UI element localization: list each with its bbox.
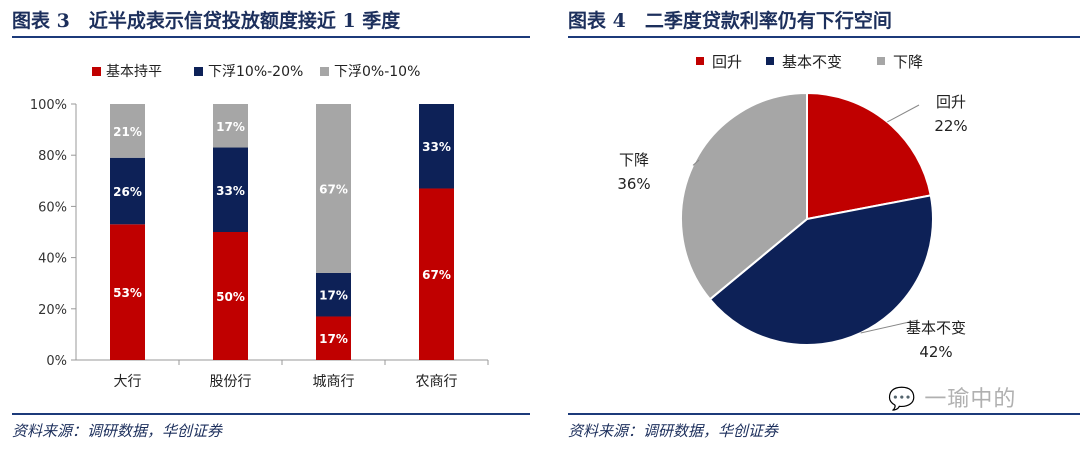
figure-4-source: 资料来源：调研数据，华创证券 (568, 422, 779, 440)
watermark: 💬 一瑜中的 (888, 381, 1016, 413)
slice-name-label: 下降 (619, 151, 649, 169)
slice-name-label: 回升 (936, 93, 966, 111)
title-rule (568, 36, 1080, 38)
x-category-label: 城商行 (313, 374, 355, 390)
slice-value-label: 36% (617, 175, 650, 193)
bar-segment (316, 104, 351, 273)
stacked-bar-chart: 基本持平 下浮10%-20% 下浮0%-10% 0% 20% 40% 60% 80% 100% 5… (30, 63, 489, 390)
pie-slice (708, 194, 934, 346)
figure-3-source: 资料来源：调研数据，华创证券 (12, 422, 223, 440)
bar-data-label: 50% (216, 290, 245, 304)
legend-label: 回升 (712, 53, 742, 71)
bar-segment (316, 316, 351, 360)
legend-swatch (92, 67, 101, 76)
legend-swatch (194, 67, 203, 76)
bar-segment (213, 232, 248, 360)
y-tick-label: 40% (38, 252, 67, 267)
bar-data-label: 33% (216, 184, 245, 198)
y-tick-label: 100% (30, 98, 67, 113)
x-category-label: 大行 (114, 374, 142, 390)
leader-line (860, 319, 919, 334)
bar-segment (316, 272, 351, 317)
bar-data-label: 33% (422, 140, 451, 154)
legend-swatch (320, 67, 329, 76)
y-tick-label: 0% (46, 354, 67, 369)
bar-data-label: 26% (113, 185, 142, 199)
bar-segment (213, 147, 248, 232)
leader-line (692, 159, 700, 166)
bar-data-label: 67% (319, 182, 348, 196)
slice-value-label: 42% (919, 343, 952, 361)
bar-segment (110, 104, 145, 158)
slice-name-label: 基本不变 (906, 319, 966, 337)
bar-data-label: 67% (422, 268, 451, 282)
legend-label: 基本持平 (106, 63, 162, 80)
bar-segment (110, 224, 145, 360)
source-rule (568, 413, 1080, 415)
legend-label: 下浮10%-20% (208, 64, 303, 80)
bar-data-label: 17% (319, 289, 348, 303)
legend-label: 基本不变 (782, 53, 842, 71)
bar-segment (110, 157, 145, 225)
title-rule (12, 36, 530, 38)
x-category-label: 股份行 (210, 374, 252, 390)
figure-4-title: 图表 4 二季度贷款利率仍有下行空间 (568, 10, 892, 32)
legend-label: 下降 (893, 53, 923, 71)
figure-3-panel: 图表 3 近半成表示信贷投放额度接近 1 季度 基本持平 下浮10%-20% 下浮0… (0, 0, 530, 449)
bar-data-label: 17% (319, 332, 348, 346)
bar-data-label: 53% (113, 286, 142, 300)
legend-swatch (877, 57, 885, 65)
y-tick-label: 20% (38, 303, 67, 318)
legend-label: 下浮0%-10% (334, 64, 420, 80)
y-tick-label: 60% (38, 200, 67, 215)
bar-data-label: 21% (113, 125, 142, 139)
bar-segment (213, 104, 248, 148)
leader-line (887, 104, 920, 123)
bar-segment (419, 104, 454, 189)
wechat-icon: 💬 (888, 387, 917, 412)
pie-slice (806, 91, 932, 221)
legend-swatch (696, 57, 704, 65)
source-rule (12, 413, 530, 415)
figure-4-panel: 图表 4 二季度贷款利率仍有下行空间 回升 基本不变 下降 回升 22% 基本不变 42% 下… (556, 0, 1080, 449)
watermark-text: 一瑜中的 (924, 387, 1017, 412)
bar-data-label: 17% (216, 120, 245, 134)
y-tick-label: 80% (38, 149, 67, 164)
bar-segment (419, 188, 454, 360)
slice-value-label: 22% (934, 117, 967, 135)
x-category-label: 农商行 (416, 374, 458, 390)
figure-3-title: 图表 3 近半成表示信贷投放额度接近 1 季度 (12, 10, 401, 32)
legend-swatch (766, 57, 774, 65)
